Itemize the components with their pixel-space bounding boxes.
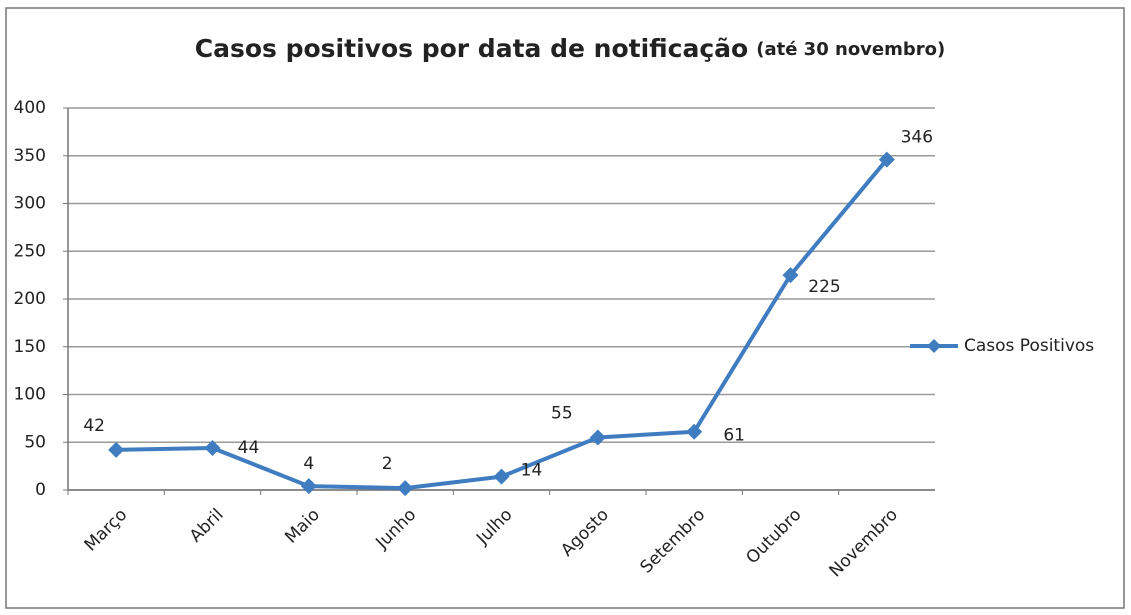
chart-frame: [5, 7, 1125, 609]
y-tick-label: 100: [14, 385, 46, 405]
y-tick-label: 0: [35, 480, 46, 500]
data-label: 2: [382, 454, 393, 474]
data-point: [782, 267, 799, 284]
title-sub: (até 30 novembro): [756, 39, 945, 60]
y-tick-label: 50: [24, 432, 46, 452]
data-label: 44: [238, 438, 260, 458]
y-tick-label: 400: [14, 98, 46, 118]
data-label: 346: [901, 128, 933, 148]
y-tick-label: 250: [14, 241, 46, 261]
legend-marker: [927, 339, 941, 353]
data-point: [686, 423, 703, 440]
legend-label: Casos Positivos: [964, 336, 1094, 356]
y-tick-label: 300: [14, 194, 46, 214]
chart-title: Casos positivos por data de notificação (…: [195, 34, 945, 63]
data-label: 225: [808, 277, 840, 297]
data-point: [878, 151, 895, 168]
data-point: [108, 441, 125, 458]
title-main: Casos positivos por data de notificação: [195, 34, 748, 63]
data-label: 4: [303, 454, 314, 474]
y-tick-label: 350: [14, 146, 46, 166]
data-label: 42: [83, 416, 105, 436]
data-point: [589, 429, 606, 446]
data-label: 55: [551, 403, 573, 423]
data-point: [493, 468, 510, 485]
y-tick-label: 150: [14, 337, 46, 357]
data-label: 14: [521, 461, 543, 481]
y-tick-label: 200: [14, 289, 46, 309]
data-point: [300, 478, 317, 495]
data-point: [204, 439, 221, 456]
data-label: 61: [723, 426, 745, 446]
data-point: [397, 480, 414, 497]
